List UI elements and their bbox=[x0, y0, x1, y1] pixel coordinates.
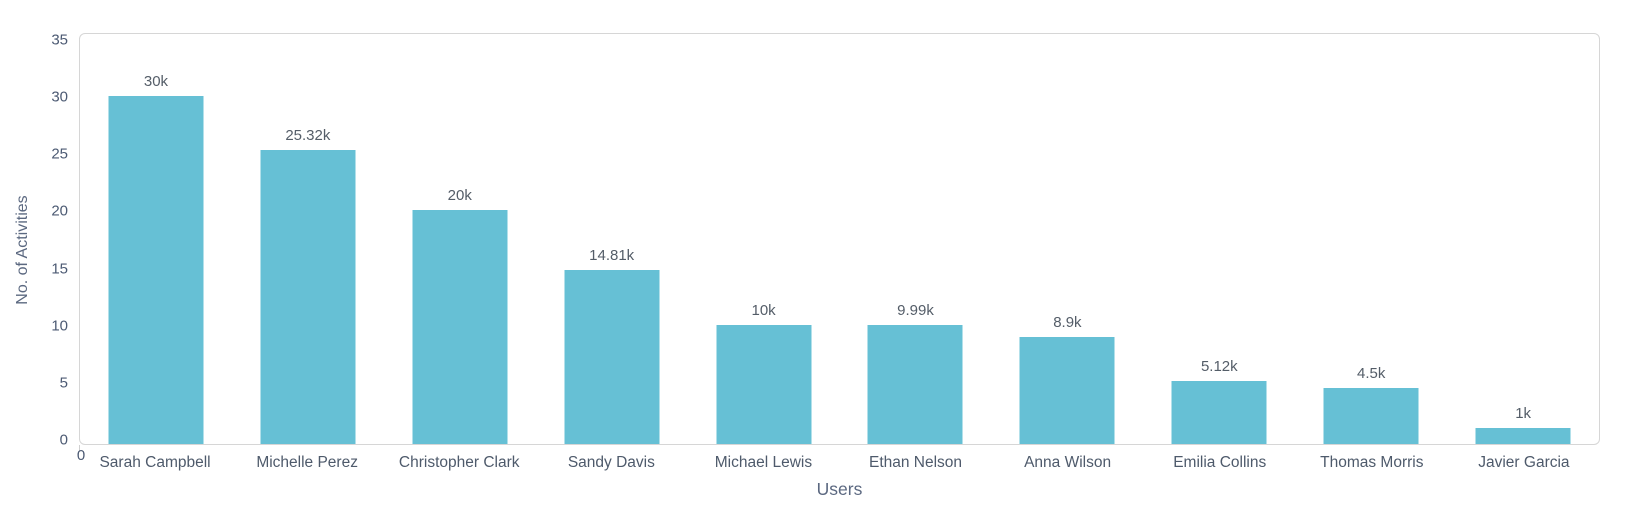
y-axis-tick-label: 0 bbox=[59, 431, 68, 449]
bar-group: 20k bbox=[384, 34, 536, 444]
x-axis-category-label: Sandy Davis bbox=[567, 454, 655, 471]
bar-michael-lewis[interactable] bbox=[716, 324, 812, 444]
bar-thomas-morris[interactable] bbox=[1323, 387, 1419, 444]
y-axis-tick-label: 15 bbox=[51, 260, 68, 278]
y-axis-tick-label: 35 bbox=[51, 31, 68, 49]
bar-value-label: 25.32k bbox=[285, 126, 331, 144]
bar-sarah-campbell[interactable] bbox=[108, 96, 204, 444]
bar-group: 1k bbox=[1447, 34, 1599, 444]
x-axis-category-label: Ethan Nelson bbox=[868, 454, 963, 471]
x-axis-category-label: Sarah Campbell bbox=[99, 454, 211, 471]
bar-value-label: 5.12k bbox=[1200, 357, 1238, 375]
bar-javier-garcia[interactable] bbox=[1475, 427, 1571, 444]
x-axis-category-label: Thomas Morris bbox=[1320, 454, 1424, 471]
bar-group: 10k bbox=[688, 34, 840, 444]
y-axis-tick-label: 5 bbox=[59, 374, 68, 392]
bar-emilia-collins[interactable] bbox=[1171, 380, 1267, 444]
bar-michelle-perez[interactable] bbox=[260, 149, 356, 444]
plot-area: 30k 25.32k 20k 14.81k 10k 9.99k 8.9k 5.12k 4.5k 1… bbox=[79, 33, 1600, 445]
bar-group: 9.99k bbox=[840, 34, 992, 444]
bar-group: 8.9k bbox=[991, 34, 1143, 444]
bar-value-label: 1k bbox=[1515, 404, 1532, 422]
bar-value-label: 20k bbox=[447, 187, 472, 205]
bar-ethan-nelson[interactable] bbox=[867, 324, 963, 444]
x-axis-origin-label: 0 bbox=[76, 447, 86, 464]
x-axis-category-label: Anna Wilson bbox=[1024, 454, 1112, 471]
x-axis-category-labels: Sarah Campbell Michelle Perez Christopher … bbox=[79, 454, 1600, 472]
bar-anna-wilson[interactable] bbox=[1019, 337, 1115, 444]
x-axis-category-label: Christopher Clark bbox=[398, 454, 520, 471]
x-axis-origin-tick bbox=[79, 445, 80, 451]
bar-group: 25.32k bbox=[232, 34, 384, 444]
bar-value-label: 8.9k bbox=[1053, 314, 1082, 332]
bar-value-label: 9.99k bbox=[897, 301, 934, 319]
x-axis-title: Users bbox=[816, 479, 863, 499]
bar-value-label: 14.81k bbox=[589, 246, 635, 264]
bar-value-label: 10k bbox=[751, 301, 776, 319]
y-axis-tick-label: 25 bbox=[51, 145, 68, 163]
bar-value-label: 4.5k bbox=[1357, 364, 1386, 382]
x-axis-category-label: Michelle Perez bbox=[256, 454, 358, 471]
bar-group: 14.81k bbox=[536, 34, 688, 444]
bar-christopher-clark[interactable] bbox=[412, 210, 508, 444]
bar-group: 30k bbox=[80, 34, 232, 444]
y-axis-tick-label: 10 bbox=[51, 317, 68, 335]
bar-group: 5.12k bbox=[1143, 34, 1295, 444]
y-axis-tick-label: 20 bbox=[51, 202, 68, 220]
x-axis-category-label: Emilia Collins bbox=[1173, 454, 1267, 471]
x-axis-category-label: Javier Garcia bbox=[1478, 454, 1570, 471]
bar-value-label: 30k bbox=[143, 73, 169, 91]
bar-group: 4.5k bbox=[1295, 34, 1447, 444]
x-axis-category-label: Michael Lewis bbox=[714, 454, 813, 471]
y-axis-tick-label: 30 bbox=[51, 88, 68, 106]
bar-sandy-davis[interactable] bbox=[564, 269, 660, 444]
